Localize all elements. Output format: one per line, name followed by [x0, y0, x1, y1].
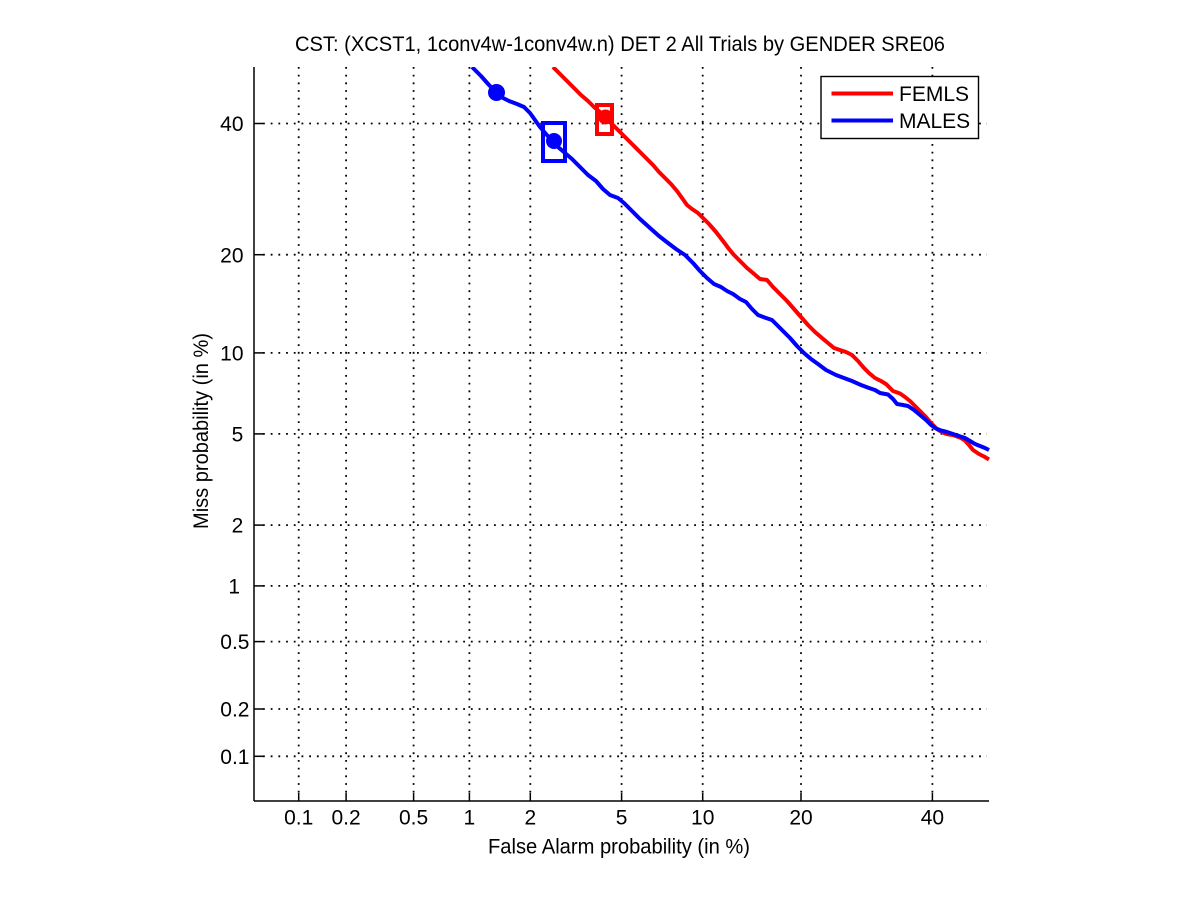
svg-text:0.5: 0.5	[220, 631, 249, 654]
svg-text:0.1: 0.1	[220, 746, 249, 769]
svg-text:2: 2	[232, 515, 244, 538]
svg-text:20: 20	[220, 244, 243, 267]
svg-text:MALES: MALES	[899, 110, 970, 133]
svg-text:20: 20	[789, 807, 812, 830]
svg-text:40: 40	[220, 113, 243, 136]
svg-text:False Alarm probability (in %): False Alarm probability (in %)	[488, 836, 750, 859]
svg-text:5: 5	[232, 424, 244, 447]
svg-text:0.2: 0.2	[331, 807, 360, 830]
svg-text:10: 10	[691, 807, 714, 830]
svg-text:40: 40	[921, 807, 944, 830]
svg-text:5: 5	[616, 807, 628, 830]
svg-text:CST: (XCST1, 1conv4w-1conv4w.n: CST: (XCST1, 1conv4w-1conv4w.n) DET 2 Al…	[295, 33, 945, 56]
svg-text:0.2: 0.2	[220, 699, 249, 722]
svg-text:2: 2	[524, 807, 536, 830]
svg-text:Miss probability (in %): Miss probability (in %)	[190, 333, 213, 529]
svg-text:10: 10	[220, 343, 243, 366]
svg-text:0.1: 0.1	[284, 807, 313, 830]
svg-text:FEMLS: FEMLS	[899, 83, 969, 106]
svg-text:0.5: 0.5	[399, 807, 428, 830]
svg-text:1: 1	[464, 807, 476, 830]
svg-text:1: 1	[228, 576, 240, 599]
